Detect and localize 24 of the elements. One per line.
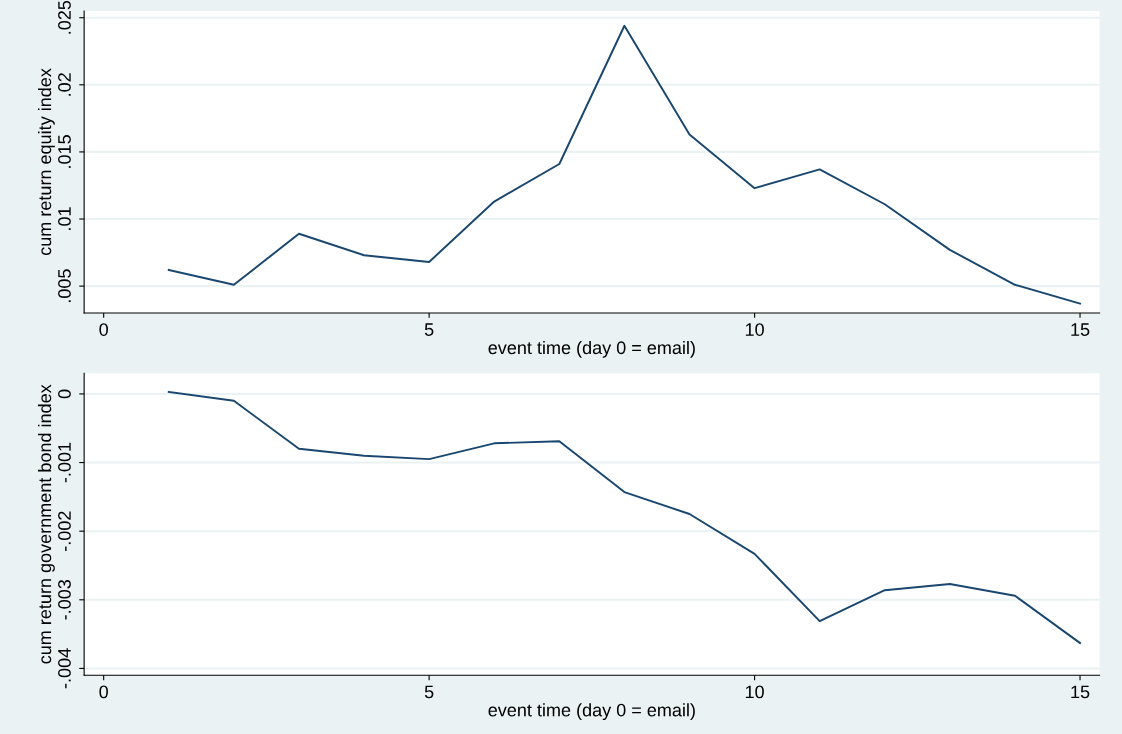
y-axis-title: cum return equity index [37,68,55,256]
y-tick-label: .01 [58,207,71,230]
x-tick-label: 10 [745,685,764,699]
y-tick-label: 0 [58,389,71,399]
y-tick-label: -.001 [58,442,71,483]
x-tick-label: 0 [99,323,108,336]
x-axis-title: event time (day 0 = email) [488,340,695,358]
y-axis-title: cum return government bond index [37,384,55,664]
x-tick-label: 10 [745,323,764,336]
line-series [167,24,1081,305]
x-tick-label: 15 [1071,323,1090,336]
y-tick-label: .025 [58,0,71,34]
x-axis-title: event time (day 0 = email) [488,703,695,721]
x-tick-label: 5 [424,323,434,336]
y-tick-label: .015 [58,135,71,168]
x-tick-label: 0 [99,685,108,699]
y-tick-label: -.004 [58,648,71,689]
y-tick-label: .005 [58,269,71,303]
line-series [167,390,1081,644]
y-tick-label: -.003 [58,580,71,620]
y-tick-label: .02 [58,73,71,96]
y-tick-label: -.002 [58,511,71,551]
x-tick-label: 15 [1071,685,1090,699]
x-tick-label: 5 [424,685,434,699]
